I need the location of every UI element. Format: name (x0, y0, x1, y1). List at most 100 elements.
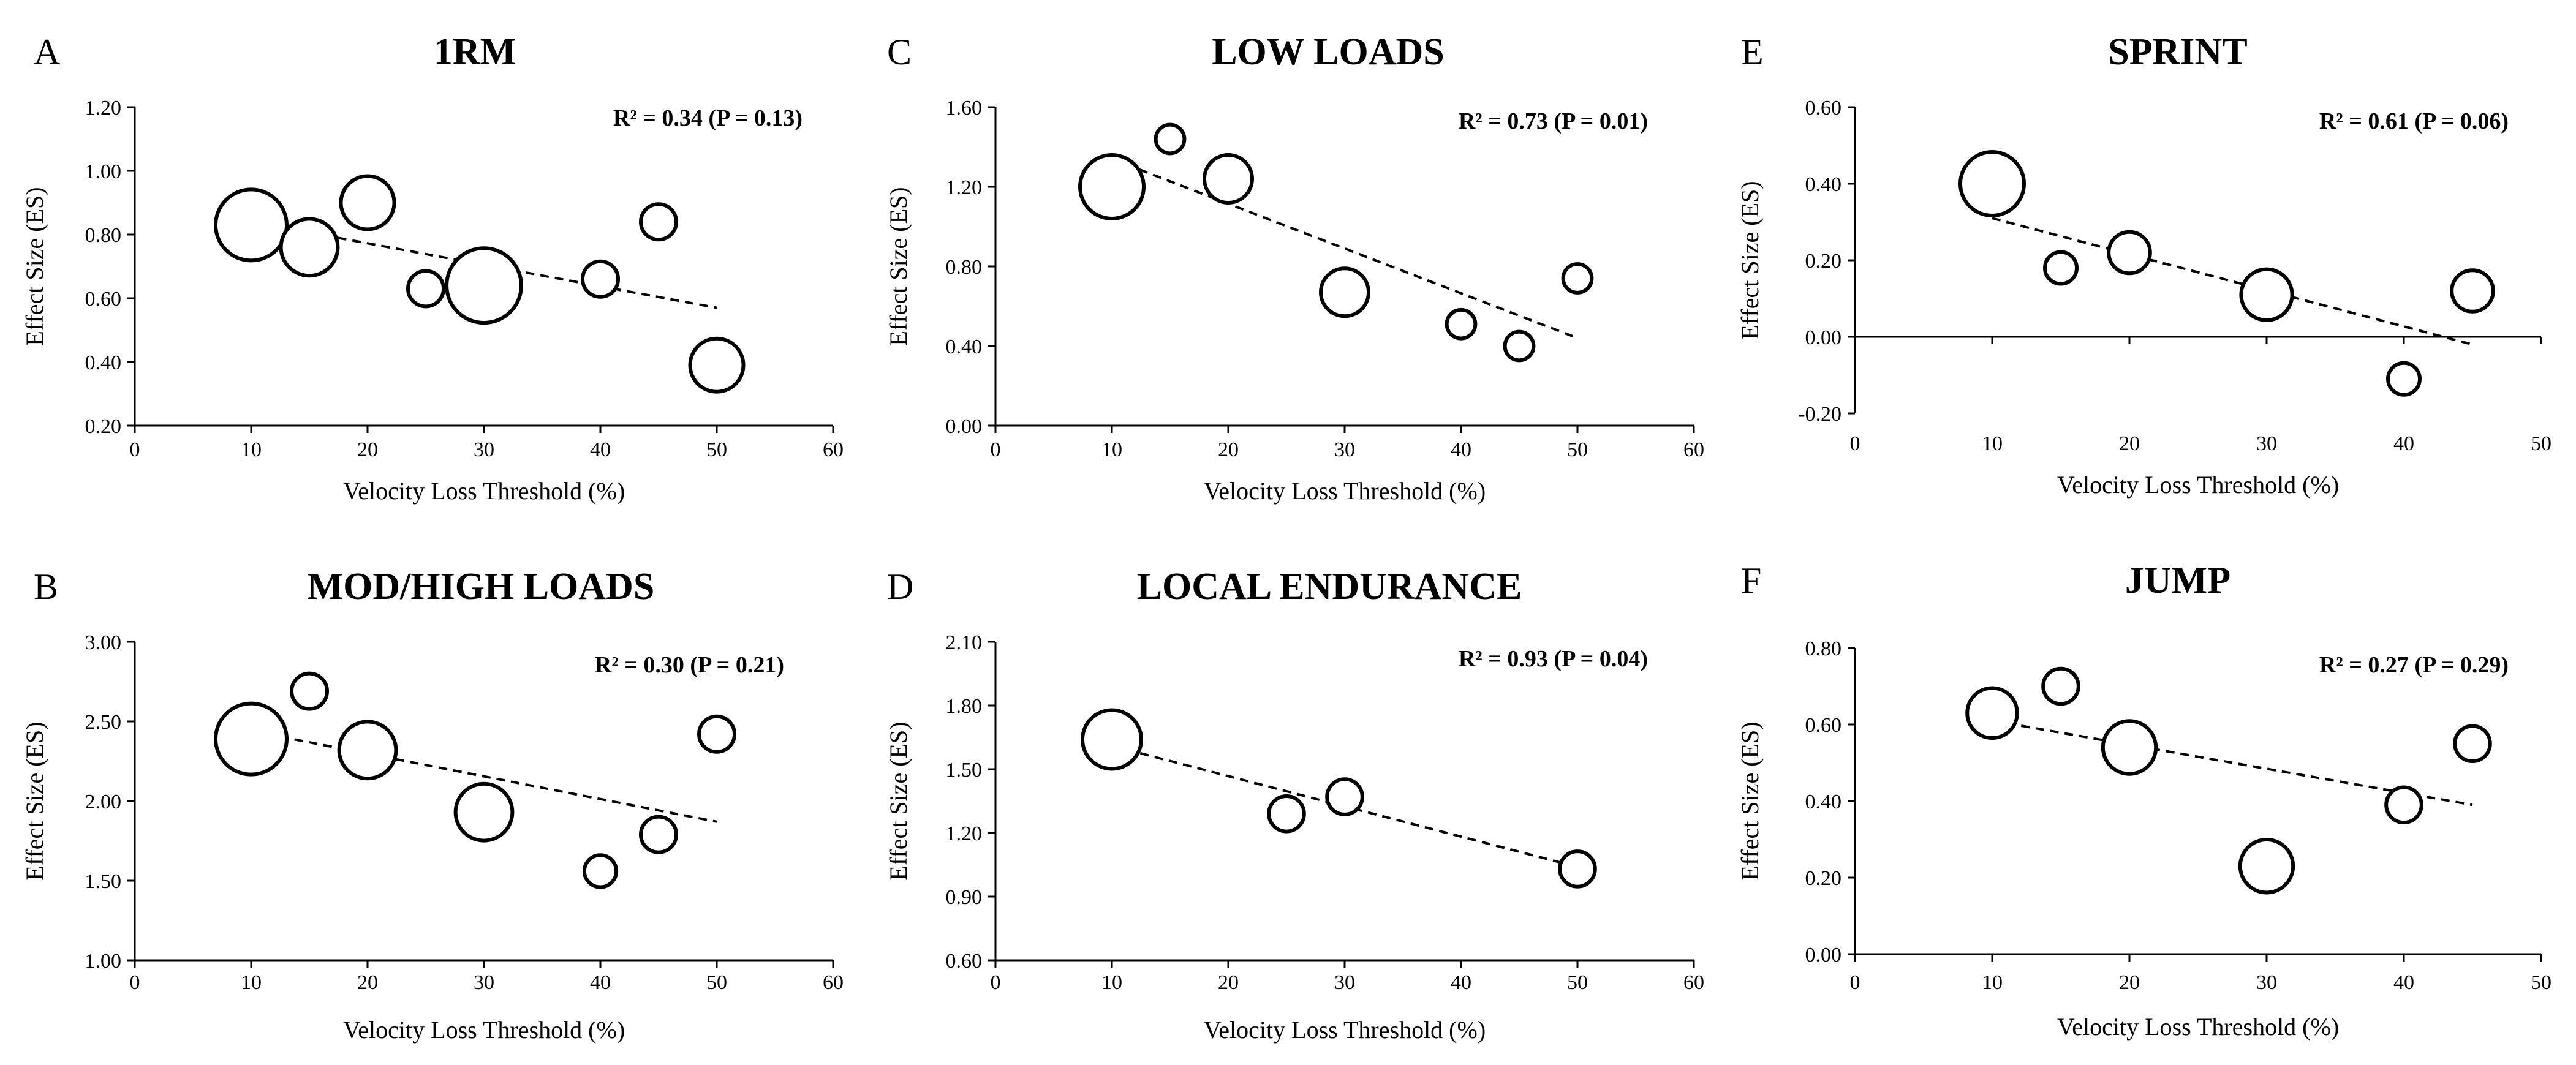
panel-a: A 1RM R² = 0.34 (P = 0.13) 0.20 0.40 0.60 0.80… (21, 31, 844, 505)
stat-label-f: R² = 0.27 (P = 0.29) (2319, 652, 2509, 678)
y-tick-label-b-1: 1.50 (85, 870, 122, 893)
x-tick-label-c-1: 10 (1101, 438, 1122, 461)
x-tick-label-f-3: 30 (2256, 971, 2277, 994)
stat-label-c: R² = 0.73 (P = 0.01) (1459, 108, 1648, 134)
x-tick-label-b-0: 0 (130, 971, 140, 994)
data-point-a-4 (445, 246, 523, 325)
x-tick-label-a-4: 40 (590, 438, 611, 461)
x-tick-label-b-6: 60 (823, 971, 844, 994)
x-tick-label-a-5: 50 (706, 438, 727, 461)
x-tick-label-b-5: 50 (706, 971, 727, 994)
x-axis-label-f: Velocity Loss Threshold (%) (2057, 1013, 2339, 1041)
x-tick-label-d-1: 10 (1101, 971, 1122, 994)
x-tick-label-d-4: 40 (1451, 971, 1471, 994)
y-tick-label-d-2: 1.20 (946, 822, 983, 845)
x-tick-label-c-6: 60 (1683, 438, 1704, 461)
y-axis-label-e: Effect Size (ES) (1736, 181, 1764, 339)
stat-label-d: R² = 0.93 (P = 0.04) (1459, 646, 1648, 672)
y-axis-label-c: Effect Size (ES) (885, 187, 912, 345)
data-point-b-2 (337, 720, 398, 781)
stat-label-a: R² = 0.34 (P = 0.13) (613, 105, 803, 131)
panel-title-e: SPRINT (2108, 31, 2247, 73)
x-tick-label-a-6: 60 (823, 438, 844, 461)
y-tick-label-c-2: 0.80 (946, 256, 983, 279)
y-tick-label-a-3: 0.80 (85, 224, 122, 247)
y-tick-label-c-4: 1.60 (946, 97, 983, 119)
panel-title-f: JUMP (2125, 560, 2230, 601)
x-tick-label-d-0: 0 (991, 971, 1001, 994)
stat-label-b: R² = 0.30 (P = 0.21) (595, 652, 784, 678)
x-tick-label-a-3: 30 (474, 438, 494, 461)
x-tick-label-b-4: 40 (590, 971, 611, 994)
x-tick-label-d-5: 50 (1567, 971, 1588, 994)
data-point-b-4 (582, 853, 619, 889)
data-point-b-1 (290, 671, 329, 711)
y-tick-label-e-1: 0.00 (1805, 326, 1842, 349)
y-tick-label-a-5: 1.20 (85, 97, 122, 119)
x-tick-label-a-1: 10 (241, 438, 262, 461)
x-axis-label-c: Velocity Loss Threshold (%) (1204, 477, 1486, 505)
y-axis-label-a: Effect Size (ES) (21, 187, 48, 345)
y-tick-label-a-2: 0.60 (85, 288, 122, 310)
y-tick-label-c-3: 1.20 (946, 176, 983, 199)
x-tick-label-c-5: 50 (1567, 438, 1588, 461)
data-point-c-0 (1078, 153, 1146, 220)
data-point-b-0 (214, 701, 289, 777)
x-tick-label-a-0: 0 (130, 438, 140, 461)
y-tick-label-d-1: 0.90 (946, 886, 983, 909)
panels: A 1RM R² = 0.34 (P = 0.13) 0.20 0.40 0.60 0.80… (21, 31, 2551, 1044)
data-point-b-5 (639, 815, 678, 854)
y-tick-label-b-3: 2.50 (85, 711, 122, 734)
data-point-f-5 (2453, 724, 2492, 764)
y-tick-label-a-0: 0.20 (85, 415, 122, 438)
panel-letter-b: B (34, 566, 58, 607)
x-tick-label-c-4: 40 (1451, 438, 1471, 461)
data-point-a-1 (279, 217, 340, 278)
y-tick-label-f-1: 0.20 (1805, 867, 1842, 890)
data-point-e-3 (2239, 267, 2294, 322)
y-tick-label-b-2: 2.00 (85, 791, 122, 813)
x-tick-label-e-4: 40 (2393, 432, 2414, 455)
panel-letter-e: E (1741, 32, 1764, 72)
data-point-f-2 (2101, 719, 2158, 776)
x-tick-label-f-5: 50 (2531, 971, 2551, 994)
data-point-e-5 (2450, 268, 2495, 314)
y-tick-label-c-0: 0.00 (946, 415, 983, 438)
x-axis-label-e: Velocity Loss Threshold (%) (2057, 471, 2339, 499)
trendline-b (251, 729, 717, 823)
y-tick-label-d-0: 0.60 (946, 950, 983, 973)
data-point-c-4 (1445, 307, 1478, 341)
data-point-f-3 (2238, 838, 2295, 895)
data-point-d-2 (1325, 777, 1364, 816)
y-tick-label-b-0: 1.00 (85, 950, 122, 973)
x-axis-label-d: Velocity Loss Threshold (%) (1204, 1016, 1486, 1044)
x-axis-label-a: Velocity Loss Threshold (%) (343, 477, 625, 505)
panel-letter-a: A (34, 32, 60, 72)
data-point-a-2 (339, 174, 396, 231)
x-tick-label-f-2: 20 (2119, 971, 2140, 994)
panel-letter-c: C (887, 32, 912, 72)
data-point-f-1 (2041, 666, 2080, 706)
y-tick-label-c-1: 0.40 (946, 336, 983, 358)
y-tick-label-d-3: 1.50 (946, 759, 983, 781)
x-tick-label-f-4: 40 (2393, 971, 2414, 994)
x-tick-label-e-3: 30 (2256, 432, 2277, 455)
y-tick-label-f-0: 0.00 (1805, 944, 1842, 966)
data-point-f-0 (1965, 686, 2019, 740)
y-tick-label-e-4: 0.60 (1805, 97, 1842, 119)
y-axis-label-b: Effect Size (ES) (21, 721, 48, 880)
data-point-d-0 (1081, 708, 1143, 771)
trendline-c (1111, 157, 1578, 339)
data-point-a-3 (406, 269, 445, 309)
data-point-e-1 (2043, 250, 2079, 286)
panel-letter-d: D (887, 566, 913, 607)
y-tick-label-e-3: 0.40 (1805, 173, 1842, 196)
data-point-a-7 (688, 336, 746, 394)
x-tick-label-d-2: 20 (1218, 971, 1239, 994)
y-tick-label-f-2: 0.40 (1805, 791, 1842, 813)
panel-title-d: LOCAL ENDURANCE (1137, 566, 1522, 608)
x-axis-label-b: Velocity Loss Threshold (%) (343, 1016, 625, 1044)
panel-title-b: MOD/HIGH LOADS (308, 566, 655, 608)
x-tick-label-d-6: 60 (1683, 971, 1704, 994)
